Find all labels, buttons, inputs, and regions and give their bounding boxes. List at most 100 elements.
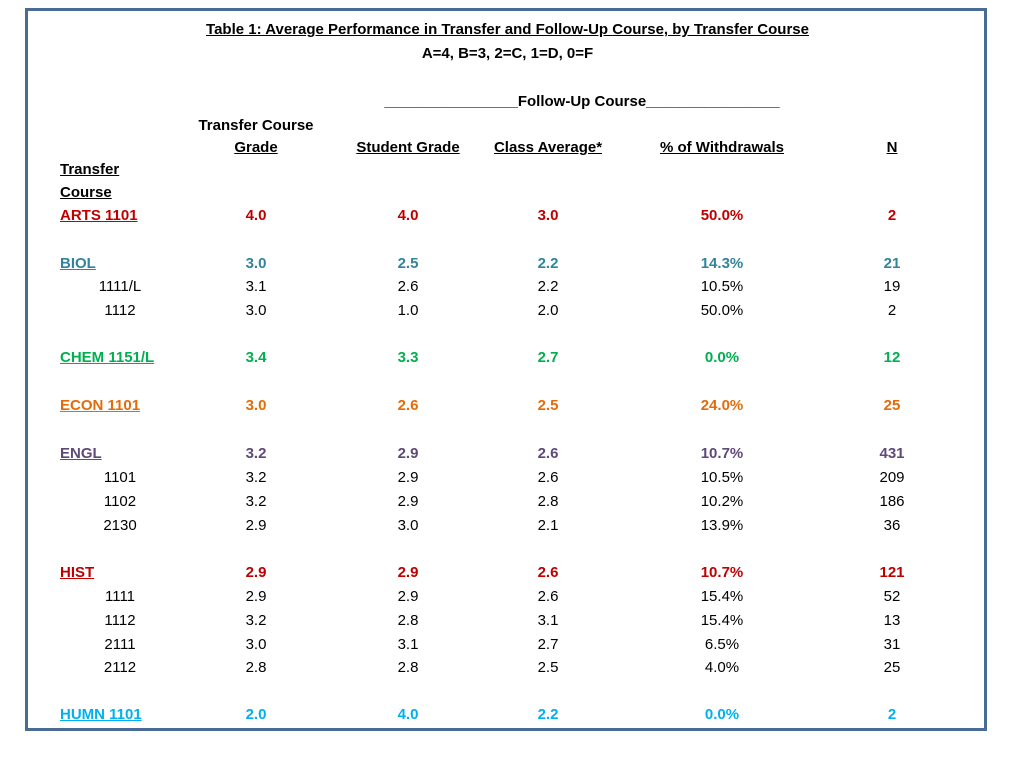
student-grade: 2.9 [397,588,419,605]
row-label: 1111/L [98,278,142,295]
class-average: 2.7 [537,636,559,653]
table-row: 1112 3.2 2.8 3.1 15.4% 13 [0,612,1024,630]
withdrawals: 10.5% [700,469,744,486]
withdrawals: 50.0% [700,207,744,224]
student-grade: 2.8 [397,659,419,676]
class-average: 2.8 [537,493,559,510]
row-label: 1112 [104,612,136,629]
student-grade: 1.0 [397,302,419,319]
withdrawals: 10.7% [700,445,744,462]
withdrawals: 0.0% [704,349,740,366]
row-label: HIST [60,564,95,581]
n-count: 21 [883,255,901,272]
row-label: 1111 [104,588,136,605]
n-count: 36 [883,517,901,534]
n-count: 25 [883,659,901,676]
n-count: 13 [883,612,901,629]
student-grade: 2.6 [397,397,419,414]
class-average: 2.6 [537,469,559,486]
grade-scale: A=4, B=3, 2=C, 1=D, 0=F [421,45,594,62]
student-grade: 2.8 [397,612,419,629]
transfer-grade: 3.4 [245,349,267,366]
class-average: 2.6 [537,588,559,605]
table-row: ENGL 3.2 2.9 2.6 10.7% 431 [0,445,1024,463]
class-average: 2.1 [537,517,559,534]
table-row: 1101 3.2 2.9 2.6 10.5% 209 [0,469,1024,487]
row-label: 2112 [103,659,137,676]
header-student-grade: Student Grade [356,139,460,156]
withdrawals: 15.4% [700,588,744,605]
header-withdrawals: % of Withdrawals [659,139,785,156]
transfer-grade: 3.2 [245,469,267,486]
n-count: 31 [883,636,901,653]
transfer-grade: 2.9 [245,517,267,534]
transfer-grade: 2.0 [245,706,267,723]
table-row: 1102 3.2 2.9 2.8 10.2% 186 [0,493,1024,511]
header-transfer-grade-line2: Grade [234,139,278,156]
table-row: 1111 2.9 2.9 2.6 15.4% 52 [0,588,1024,606]
table-row: 2112 2.8 2.8 2.5 4.0% 25 [0,659,1024,677]
withdrawals: 10.7% [700,564,744,581]
table-row: ARTS 1101 4.0 4.0 3.0 50.0% 2 [0,207,1024,225]
n-count: 12 [883,349,901,366]
student-grade: 2.9 [397,564,419,581]
transfer-grade: 3.0 [245,636,267,653]
student-grade: 3.0 [397,517,419,534]
transfer-grade: 2.9 [245,564,267,581]
withdrawals: 6.5% [704,636,740,653]
row-label: 1112 [104,302,136,319]
class-average: 2.2 [537,278,559,295]
n-count: 19 [883,278,901,295]
header-transfer-grade-line1: Transfer Course [198,117,314,134]
transfer-grade: 3.2 [245,612,267,629]
student-grade: 2.6 [397,278,419,295]
row-label: BIOL [60,255,96,272]
n-count: 2 [887,302,897,319]
table-row: 1111/L 3.1 2.6 2.2 10.5% 19 [0,278,1024,296]
student-grade: 4.0 [397,207,419,224]
table-row: CHEM 1151/L 3.4 3.3 2.7 0.0% 12 [0,349,1024,367]
withdrawals: 50.0% [700,302,744,319]
student-grade: 2.9 [397,493,419,510]
transfer-grade: 3.0 [245,255,267,272]
table-title: Table 1: Average Performance in Transfer… [206,21,809,38]
row-label: CHEM 1151/L [60,349,155,366]
class-average: 3.1 [537,612,559,629]
table-row: ECON 1101 3.0 2.6 2.5 24.0% 25 [0,397,1024,415]
withdrawals: 15.4% [700,612,744,629]
row-label: 2130 [103,517,137,534]
withdrawals: 10.5% [700,278,744,295]
transfer-grade: 3.0 [245,397,267,414]
row-label: 1101 [103,469,137,486]
transfer-grade: 4.0 [245,207,267,224]
withdrawals: 13.9% [700,517,744,534]
student-grade: 4.0 [397,706,419,723]
class-average: 2.5 [537,659,559,676]
table-row: BIOL 3.0 2.5 2.2 14.3% 21 [0,255,1024,273]
withdrawals: 24.0% [700,397,744,414]
row-label: ENGL [60,445,102,462]
withdrawals: 10.2% [700,493,744,510]
transfer-grade: 3.2 [245,493,267,510]
n-count: 186 [879,493,905,510]
row-label: 2111 [104,636,136,653]
row-label: ECON 1101 [60,397,141,414]
slide-frame [25,8,987,731]
class-average: 3.0 [537,207,559,224]
class-average: 2.6 [537,445,559,462]
transfer-grade: 2.8 [245,659,267,676]
header-transfer-course-line2: Course [60,184,112,201]
row-label: ARTS 1101 [60,207,138,224]
n-count: 431 [879,445,905,462]
transfer-grade: 3.1 [245,278,267,295]
row-label: 1102 [103,493,137,510]
table-row: HIST 2.9 2.9 2.6 10.7% 121 [0,564,1024,582]
student-grade: 2.5 [397,255,419,272]
class-average: 2.6 [537,564,559,581]
transfer-grade: 3.2 [245,445,267,462]
class-average: 2.2 [537,255,559,272]
transfer-grade: 3.0 [245,302,267,319]
header-n: N [886,139,898,156]
student-grade: 3.3 [397,349,419,366]
header-class-average: Class Average* [493,139,603,156]
